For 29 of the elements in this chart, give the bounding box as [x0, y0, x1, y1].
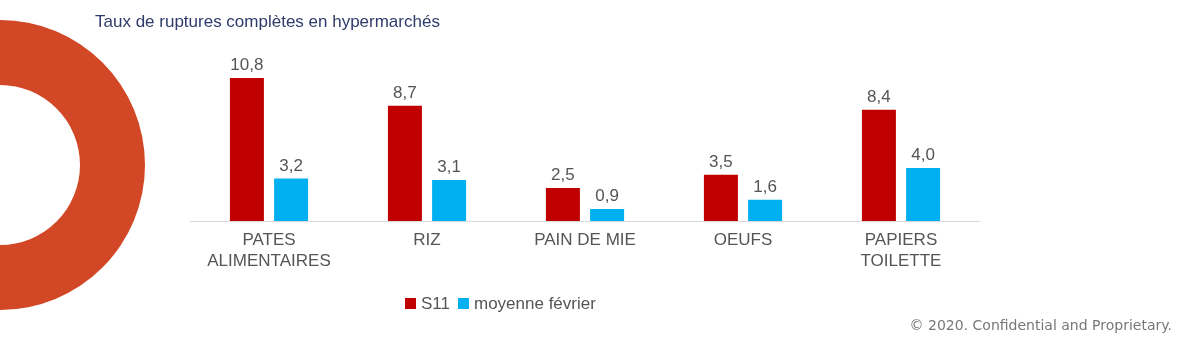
x-tick-label: PATES ALIMENTAIRES	[207, 230, 331, 270]
data-label: 4,0	[911, 145, 935, 164]
data-label: 3,5	[709, 151, 733, 171]
data-label: 2,5	[551, 164, 575, 184]
bar	[861, 109, 896, 221]
data-label: 3,2	[279, 155, 303, 175]
data-label: 1,6	[753, 176, 777, 196]
data-label: 8,4	[867, 86, 891, 106]
bar	[274, 178, 309, 221]
x-tick-label: PAIN DE MIE	[534, 230, 636, 249]
data-label: 10,8	[230, 54, 264, 74]
bar	[545, 187, 580, 221]
bar	[432, 179, 467, 221]
data-label: 8,7	[393, 82, 417, 102]
x-tick-label: RIZ	[413, 230, 441, 249]
bar	[590, 209, 625, 221]
legend-label: S11	[421, 294, 450, 313]
x-tick-label: PAPIERS TOILETTE	[860, 230, 942, 270]
x-tick-label: OEUFS	[713, 230, 773, 249]
legend-label: moyenne février	[473, 294, 597, 313]
bar	[387, 105, 422, 221]
bar	[906, 168, 941, 221]
data-label: 0,9	[595, 186, 619, 206]
chart-title: Taux de ruptures complètes en hypermarchés	[95, 12, 440, 31]
data-label: 3,1	[437, 156, 461, 176]
text: © 2020. Confidential and Proprietary.	[909, 317, 1172, 333]
bar	[229, 77, 264, 221]
bar	[748, 199, 783, 221]
bar	[703, 174, 738, 221]
